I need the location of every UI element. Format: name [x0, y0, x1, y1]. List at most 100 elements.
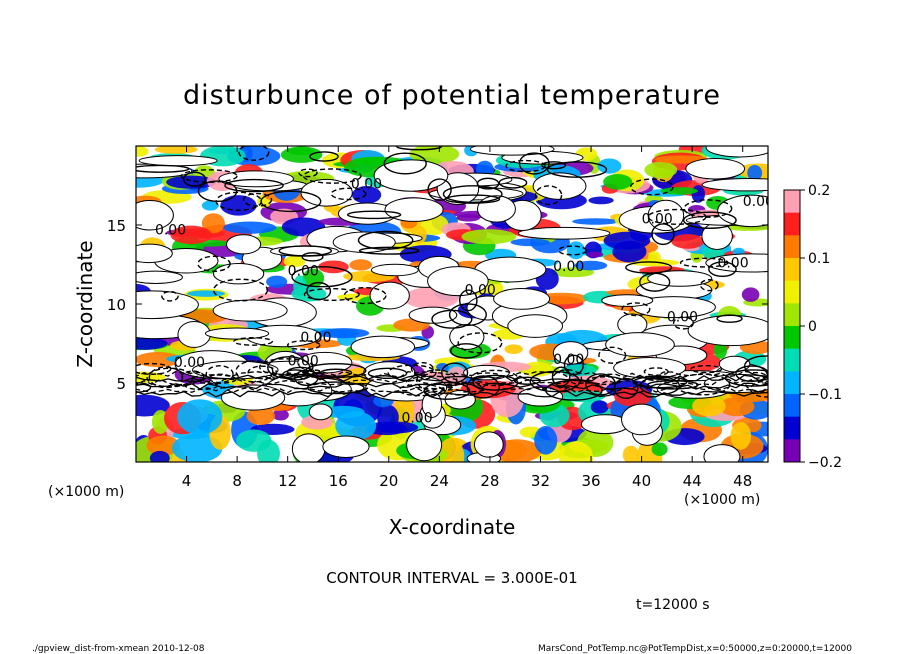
field-cell	[517, 226, 611, 240]
contour-label: 0.00	[465, 283, 496, 299]
field-cell	[510, 238, 550, 247]
contour-line	[182, 171, 207, 187]
field-cell	[322, 435, 370, 458]
contour-line	[197, 180, 238, 203]
field-cell	[701, 222, 733, 250]
contour-line	[431, 309, 473, 329]
contour-line	[442, 185, 503, 204]
contour-line	[541, 161, 567, 170]
contour-line	[358, 246, 420, 255]
contour-line	[398, 383, 443, 397]
contour-line	[529, 370, 581, 393]
y-tick-label: 5	[116, 375, 126, 393]
colorbar-swatch	[784, 190, 800, 214]
field-cell	[149, 450, 170, 462]
contour-line	[346, 210, 402, 220]
contour-line	[683, 199, 733, 218]
x-tick-label: 8	[232, 472, 242, 490]
contour-line	[233, 337, 273, 346]
field-cell	[590, 400, 609, 414]
contour-line	[639, 272, 671, 292]
plot-area: 0.00 0.00 0.00 0.00 0.00 0.00 0.00 0.00 0.00 0.00…	[136, 146, 768, 462]
field-cell	[351, 186, 382, 204]
field-cell	[136, 243, 173, 264]
field-cell	[220, 195, 257, 216]
field-cell	[705, 253, 768, 273]
field-cell	[552, 341, 589, 365]
contour-line	[534, 185, 563, 206]
contour-line	[224, 178, 284, 193]
field-cell	[612, 240, 647, 263]
field-cell	[741, 287, 760, 302]
field-cell	[406, 428, 443, 462]
contour-line	[136, 386, 768, 394]
x-axis-label: X-coordinate	[389, 515, 516, 539]
field-cell	[469, 146, 555, 156]
contour-line	[743, 355, 768, 377]
field-cell	[226, 234, 262, 255]
field-cell	[136, 146, 149, 157]
y-tick-label: 15	[107, 217, 126, 235]
field-cell	[272, 409, 289, 421]
field-cell	[427, 266, 489, 297]
contour-label: 0.00	[553, 352, 584, 368]
contour-interval: CONTOUR INTERVAL = 3.000E-01	[326, 569, 577, 587]
contour-line	[557, 245, 587, 256]
contour-line	[180, 169, 238, 183]
contour-line	[136, 378, 768, 386]
contour-line	[672, 316, 694, 330]
contour-line	[286, 340, 321, 351]
field-cell	[335, 411, 377, 441]
field-cell	[605, 332, 675, 358]
field-cell	[136, 163, 193, 179]
contour-line	[458, 289, 478, 312]
field-cell	[177, 399, 223, 435]
contour-line	[161, 290, 179, 302]
contour-line	[551, 366, 571, 387]
field-cell	[291, 433, 326, 462]
field-cell	[223, 221, 277, 234]
contour-line	[682, 211, 737, 229]
field-cell	[647, 199, 685, 232]
colorbar-tick-label: 0.2	[808, 183, 830, 199]
contour-line	[629, 178, 674, 196]
field-cell	[170, 225, 212, 245]
contour-label: 0.00	[300, 330, 331, 346]
time-label: t=12000 s	[636, 597, 710, 613]
colorbar-tick-label: −0.1	[808, 387, 842, 403]
field-cell	[266, 275, 288, 288]
contour-line	[505, 159, 546, 173]
field-cell	[701, 178, 768, 192]
contour-line	[247, 365, 278, 380]
x-tick-label: 40	[632, 472, 651, 490]
x-tick-label: 32	[531, 472, 550, 490]
field-cell	[393, 393, 414, 430]
field-cell	[534, 426, 558, 455]
colorbar-swatch	[784, 258, 800, 282]
colorbar-tick-label: 0	[808, 319, 817, 335]
field-cell	[246, 406, 276, 425]
field-cell	[201, 213, 225, 234]
field-cell	[409, 146, 460, 165]
field-cell	[644, 161, 678, 179]
x-unit-left: (×1000 m)	[48, 484, 124, 500]
field-cell	[574, 260, 608, 271]
field-cell	[318, 328, 370, 339]
x-tick-label: 48	[733, 472, 752, 490]
field-cell	[597, 158, 622, 174]
contour-line	[357, 230, 414, 250]
field-cell	[187, 290, 226, 297]
contour-label: 0.00	[155, 222, 186, 238]
field-cell	[477, 195, 516, 223]
field-cell	[138, 155, 218, 167]
field-cell	[558, 441, 594, 462]
contour-line	[423, 381, 471, 400]
field-cell	[730, 422, 752, 450]
colorbar-swatch	[784, 439, 800, 463]
contour-line	[319, 368, 353, 377]
field-cell	[166, 175, 217, 189]
field-cell	[671, 234, 705, 249]
colorbar-swatch	[784, 394, 800, 418]
field-cell	[507, 314, 564, 338]
